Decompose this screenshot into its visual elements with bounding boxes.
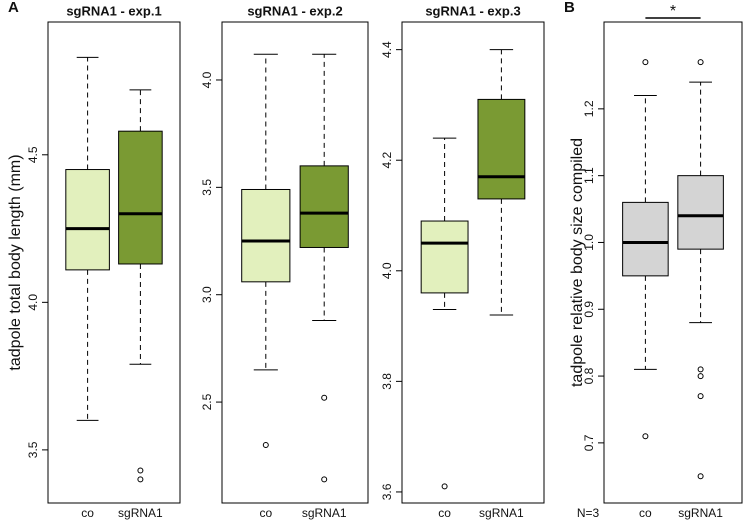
y-tick-label: 2.5: [200, 393, 214, 410]
box: [622, 201, 669, 277]
panel-label: A: [8, 0, 19, 16]
x-tick-label: sgRNA1: [302, 506, 347, 520]
note: N=3: [577, 506, 600, 520]
outlier: [137, 476, 144, 483]
x-tick-label: co: [259, 506, 272, 520]
x-tick-label: co: [438, 506, 451, 520]
outlier: [697, 393, 704, 400]
box: [65, 169, 110, 271]
y-tick-label: 3.5: [200, 179, 214, 196]
y-tick-label: 1.1: [582, 167, 596, 184]
outlier: [137, 467, 144, 474]
y-tick-label: 4.5: [26, 146, 40, 163]
y-tick-label: 4.0: [200, 71, 214, 88]
y-tick-label: 4.0: [26, 294, 40, 311]
panel-title: sgRNA1 - exp.1: [66, 3, 161, 18]
plot-frame: [47, 21, 181, 504]
y-tick-label: 0.8: [582, 367, 596, 384]
x-tick-label: co: [639, 506, 652, 520]
x-tick-label: co: [81, 506, 94, 520]
x-tick-label: sgRNA1: [118, 506, 163, 520]
box: [241, 188, 291, 283]
outlier: [321, 476, 328, 483]
outlier: [441, 483, 448, 490]
outlier: [697, 473, 704, 480]
y-tick-label: 3.6: [380, 483, 394, 500]
box: [118, 130, 163, 265]
y-tick-label: 1.2: [582, 100, 596, 117]
y-tick-label: 4.4: [380, 41, 394, 58]
outlier: [697, 59, 704, 66]
y-tick-label: 3.8: [380, 373, 394, 390]
plot-frame: [221, 21, 369, 504]
box: [477, 98, 526, 200]
y-tick-label: 4.2: [380, 152, 394, 169]
box: [677, 175, 724, 250]
outlier: [642, 433, 649, 440]
outlier: [642, 59, 649, 66]
y-tick-label: 3.5: [26, 441, 40, 458]
panel-title: sgRNA1 - exp.3: [425, 3, 520, 18]
x-tick-label: sgRNA1: [678, 506, 723, 520]
y-tick-label: 0.7: [582, 434, 596, 451]
plot-frame: [603, 21, 743, 504]
outlier: [321, 394, 328, 401]
panel-title: sgRNA1 - exp.2: [247, 3, 342, 18]
x-tick-label: sgRNA1: [479, 506, 524, 520]
box: [299, 165, 349, 248]
y-axis-label: tadpole relative body size compiled: [569, 138, 586, 387]
significance-label: *: [670, 3, 676, 20]
outlier: [697, 373, 704, 380]
box: [420, 220, 469, 294]
plot-frame: [401, 21, 545, 504]
y-tick-label: 0.9: [582, 301, 596, 318]
panel-label: B: [564, 0, 575, 16]
outlier: [262, 442, 269, 449]
y-tick-label: 3.0: [200, 286, 214, 303]
y-axis-label: tadpole total body length (mm): [7, 154, 24, 370]
y-tick-label: 1.0: [582, 234, 596, 251]
y-tick-label: 4.0: [380, 262, 394, 279]
outlier: [697, 366, 704, 373]
